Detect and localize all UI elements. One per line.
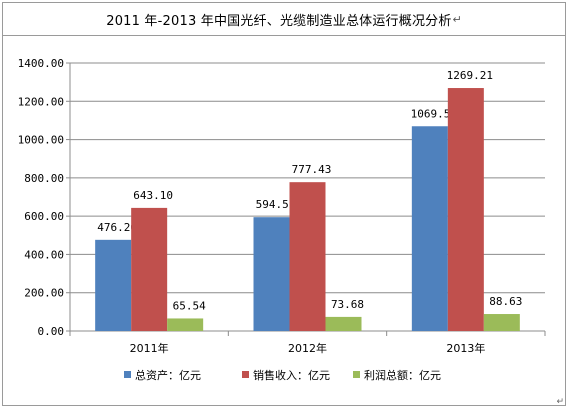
bar [483,314,520,331]
y-tick-label: 800.00 [24,172,64,185]
x-tick-label: 2013年 [446,341,485,355]
y-tick-label: 600.00 [24,210,64,223]
y-tick-label: 200.00 [24,287,64,300]
chart-title: 2011 年-2013 年中国光纤、光缆制造业总体运行概况分析 [106,13,452,29]
data-label: 1269.21 [447,69,493,82]
x-tick-label: 2012年 [288,341,327,355]
y-tick-label: 1200.00 [18,95,64,108]
corner-return-mark: ↵ [556,397,564,407]
legend-swatch [353,371,360,378]
bar [131,207,168,331]
data-label: 73.68 [331,298,364,311]
legend-swatch [242,371,249,378]
data-label: 1069.58 [411,107,457,120]
data-label: 777.43 [292,163,332,176]
y-tick-label: 400.00 [24,248,64,261]
x-tick-label: 2011年 [130,341,169,355]
title-bar: 2011 年-2013 年中国光纤、光缆制造业总体运行概况分析 ↵ [3,3,565,36]
data-label: 476.26 [97,221,137,234]
bar [253,217,290,331]
bar [167,318,204,331]
bar [447,88,484,331]
data-label: 643.10 [133,189,173,202]
legend-swatch [124,371,131,378]
title-return-mark: ↵ [452,12,462,26]
y-tick-label: 1000.00 [18,134,64,147]
bar [289,182,326,331]
legend-label: 利润总额：亿元 [364,368,441,382]
data-label: 88.63 [489,295,522,308]
legend-label: 销售收入：亿元 [253,368,330,382]
y-tick-label: 0.00 [38,325,65,338]
data-label: 65.54 [173,299,206,312]
y-tick-label: 1400.00 [18,57,64,70]
bar [95,239,132,331]
legend-label: 总资产：亿元 [135,368,201,382]
bar [325,316,362,331]
bar [411,126,448,331]
data-label: 594.55 [256,198,296,211]
